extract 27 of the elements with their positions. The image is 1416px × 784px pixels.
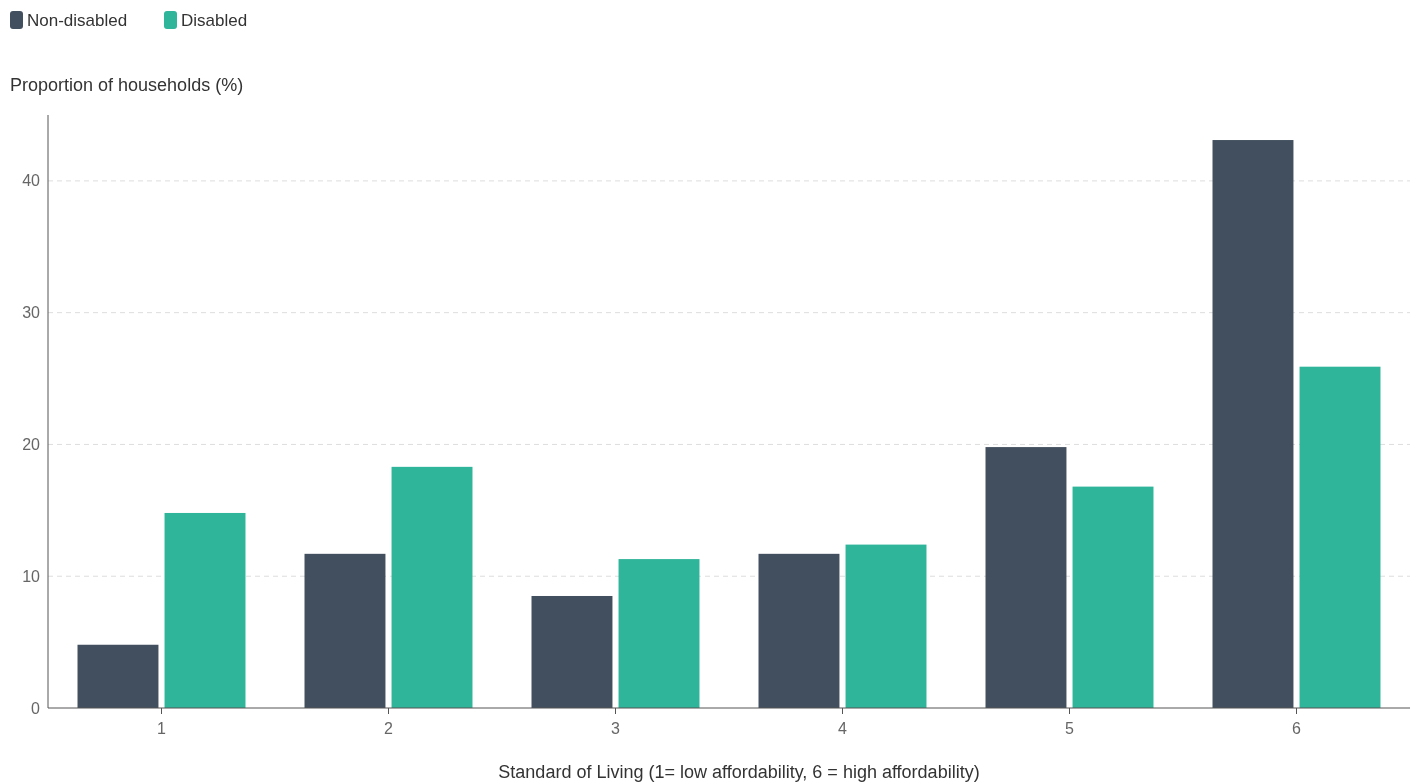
bar <box>758 553 840 708</box>
legend-label: Non-disabled <box>27 11 128 30</box>
bar <box>1212 140 1294 708</box>
bar <box>985 447 1067 708</box>
bar <box>391 466 473 708</box>
x-tick-label: 2 <box>384 720 394 737</box>
y-tick-label: 0 <box>31 699 41 717</box>
y-tick-label: 30 <box>22 304 41 322</box>
x-tick-label: 5 <box>1065 720 1075 737</box>
bar <box>164 512 246 708</box>
x-tick-label: 6 <box>1292 720 1302 737</box>
bar <box>77 644 159 708</box>
x-axis-title: Standard of Living (1= low affordability, 6 = high affordability) <box>498 762 980 782</box>
y-tick-label: 10 <box>22 567 41 585</box>
y-axis-title: Proportion of households (%) <box>10 75 244 95</box>
bar <box>1299 366 1381 708</box>
bar <box>618 559 700 708</box>
bar <box>304 553 386 708</box>
x-tick-label: 1 <box>157 720 167 737</box>
y-tick-label: 40 <box>22 172 41 190</box>
bar <box>845 544 927 708</box>
x-tick-label: 3 <box>611 720 621 737</box>
y-tick-label: 20 <box>22 436 41 454</box>
legend-label: Disabled <box>181 11 248 30</box>
bar <box>1072 486 1154 708</box>
bar <box>531 595 613 708</box>
x-tick-label: 4 <box>838 720 848 737</box>
